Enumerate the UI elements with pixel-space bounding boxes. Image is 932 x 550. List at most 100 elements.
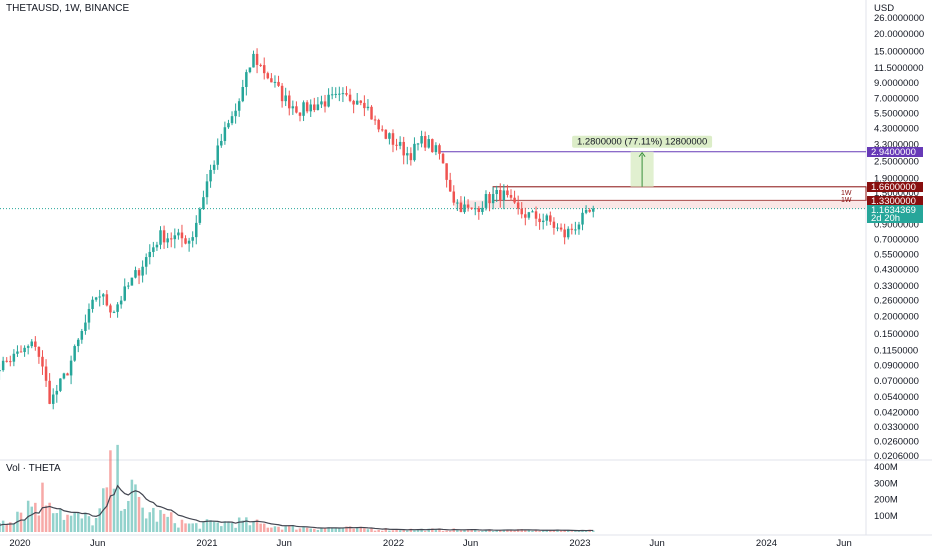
candle-body[interactable] — [137, 270, 141, 276]
time-axis[interactable]: 2020 Jun 2021 Jun 2022 Jun 2023 Jun 2024 Jun — [9, 538, 851, 549]
candle-body[interactable] — [495, 189, 498, 195]
candle-body[interactable] — [191, 237, 194, 241]
candle-body[interactable] — [280, 85, 284, 102]
candle-body[interactable] — [416, 143, 420, 145]
candle-body[interactable] — [298, 112, 302, 116]
candle-body[interactable] — [209, 169, 212, 182]
candle-body[interactable] — [338, 93, 341, 95]
candle-body[interactable] — [541, 220, 545, 223]
candle-body[interactable] — [477, 208, 481, 212]
candle-body[interactable] — [341, 93, 345, 95]
candle-body[interactable] — [69, 360, 73, 376]
candle-body[interactable] — [381, 129, 384, 131]
candle-body[interactable] — [87, 308, 91, 323]
candle-body[interactable] — [205, 181, 209, 198]
candle-body[interactable] — [169, 238, 173, 240]
candle-body[interactable] — [345, 93, 348, 95]
candle-body[interactable] — [323, 101, 327, 107]
candle-body[interactable] — [127, 285, 130, 287]
candle-body[interactable] — [184, 238, 187, 244]
candle-body[interactable] — [398, 141, 402, 146]
candle-body[interactable] — [273, 81, 277, 83]
candle-body[interactable] — [563, 229, 566, 238]
candle-body[interactable] — [59, 378, 62, 391]
candle-body[interactable] — [116, 304, 119, 312]
candle-body[interactable] — [159, 230, 162, 245]
candle-body[interactable] — [352, 100, 355, 105]
drawing-overlays[interactable]: 1.2800000 (77.11%) 12800000 — [0, 135, 867, 210]
candle-body[interactable] — [320, 101, 323, 105]
candle-body[interactable] — [484, 194, 488, 208]
candle-body[interactable] — [155, 244, 159, 248]
candle-body[interactable] — [491, 194, 495, 204]
candle-body[interactable] — [448, 179, 452, 192]
candle-body[interactable] — [377, 119, 380, 130]
candle-body[interactable] — [516, 202, 520, 209]
candle-body[interactable] — [588, 209, 591, 212]
candle-body[interactable] — [313, 104, 316, 111]
candle-body[interactable] — [592, 208, 595, 212]
candle-body[interactable] — [520, 208, 523, 215]
candle-body[interactable] — [134, 270, 137, 278]
candle-body[interactable] — [220, 140, 223, 146]
candle-body[interactable] — [112, 311, 116, 313]
candle-body[interactable] — [259, 64, 262, 66]
candle-body[interactable] — [327, 94, 330, 107]
candle-body[interactable] — [463, 204, 466, 213]
candle-body[interactable] — [166, 238, 169, 243]
candle-body[interactable] — [119, 300, 123, 305]
candle-body[interactable] — [384, 129, 388, 139]
candle-body[interactable] — [288, 95, 291, 109]
candle-body[interactable] — [19, 351, 23, 353]
candle-body[interactable] — [584, 209, 588, 213]
candle-body[interactable] — [427, 139, 430, 148]
candle-body[interactable] — [302, 102, 305, 116]
candle-body[interactable] — [109, 305, 112, 313]
candlestick-series[interactable] — [0, 48, 595, 410]
candle-body[interactable] — [148, 251, 152, 258]
candle-body[interactable] — [152, 247, 155, 252]
candle-body[interactable] — [76, 339, 80, 347]
candle-body[interactable] — [538, 218, 541, 223]
candle-body[interactable] — [16, 351, 19, 354]
candle-body[interactable] — [506, 190, 509, 196]
candle-body[interactable] — [445, 163, 448, 180]
candle-body[interactable] — [66, 373, 69, 376]
candle-body[interactable] — [248, 67, 252, 73]
candle-body[interactable] — [459, 202, 463, 213]
candle-body[interactable] — [413, 143, 416, 161]
candle-body[interactable] — [370, 106, 373, 120]
candle-body[interactable] — [12, 353, 16, 362]
candle-body[interactable] — [141, 266, 144, 276]
candle-body[interactable] — [180, 232, 184, 239]
candle-body[interactable] — [309, 104, 312, 112]
candle-body[interactable] — [456, 202, 459, 204]
price-axis[interactable]: 26.0000000 20.0000000 15.0000000 11.5000000… — [874, 13, 924, 462]
candle-body[interactable] — [9, 361, 12, 363]
candle-body[interactable] — [549, 215, 552, 222]
candle-body[interactable] — [466, 204, 470, 208]
candle-body[interactable] — [441, 153, 445, 164]
candle-body[interactable] — [438, 145, 441, 154]
candle-body[interactable] — [241, 87, 245, 102]
candle-body[interactable] — [409, 153, 413, 161]
candle-body[interactable] — [524, 214, 527, 218]
candle-body[interactable] — [545, 215, 549, 221]
candle-body[interactable] — [62, 373, 66, 379]
candle-body[interactable] — [270, 78, 273, 83]
candle-body[interactable] — [266, 73, 270, 79]
candle-body[interactable] — [502, 190, 506, 201]
candle-body[interactable] — [187, 240, 191, 244]
candle-body[interactable] — [420, 136, 423, 144]
candle-body[interactable] — [402, 141, 405, 156]
candle-body[interactable] — [431, 139, 434, 153]
candle-body[interactable] — [531, 211, 534, 213]
candle-body[interactable] — [473, 208, 477, 210]
candle-body[interactable] — [37, 346, 41, 357]
candle-body[interactable] — [30, 341, 34, 347]
candle-body[interactable] — [470, 207, 473, 209]
candle-body[interactable] — [291, 106, 295, 109]
candle-body[interactable] — [91, 299, 94, 309]
candle-body[interactable] — [373, 119, 377, 121]
